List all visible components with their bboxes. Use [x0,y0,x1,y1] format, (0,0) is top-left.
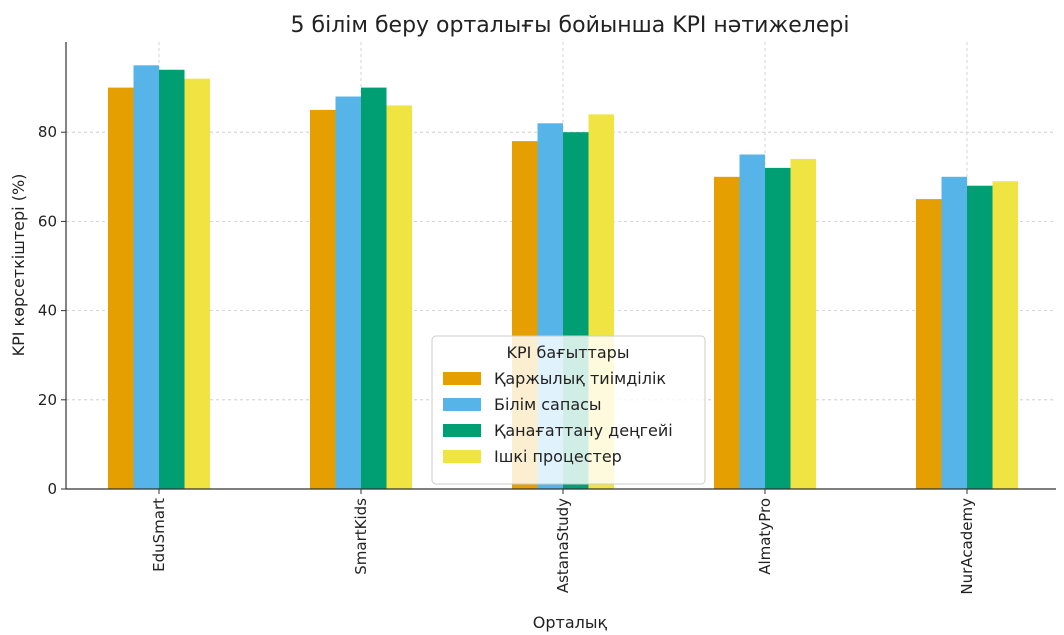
bar [361,87,387,489]
legend-swatch [443,372,481,385]
y-ticks: 0 20 40 60 80 [38,123,66,498]
x-tick-label: NurAcademy [958,498,976,595]
x-tick-label: SmartKids [352,498,370,575]
bar [790,158,816,489]
bar [765,167,791,489]
y-axis-label: KPI көрсеткіштері (%) [9,174,28,357]
x-tick-label: AstanaStudy [554,498,572,593]
bar [916,199,942,489]
bar [335,96,361,490]
bar [184,78,210,490]
x-tick-label: EduSmart [150,498,168,572]
legend-label: Қаржылық тиімділік [494,369,666,388]
legend-swatch [443,424,481,437]
legend-box [431,335,706,485]
x-tick-label: AlmatyPro [756,498,774,575]
y-tick-label: 60 [38,212,57,230]
legend-label: Білім сапасы [494,395,602,414]
chart-title: 5 білім беру орталығы бойынша KPI нәтиже… [291,13,850,38]
bar [739,154,765,489]
legend: KPI бағыттары Қаржылық тиімділік Білім са… [431,335,706,485]
legend-title: KPI бағыттары [507,343,630,362]
bar [992,181,1018,489]
bar [133,65,159,490]
bar [108,87,134,489]
bar [310,109,336,490]
y-tick-label: 40 [38,302,57,320]
bar [967,185,993,489]
legend-label: Қанағаттану деңгейі [494,421,673,440]
bar [941,176,967,490]
bar [159,69,185,489]
x-ticks: EduSmart SmartKids AstanaStudy AlmatyPro Nur… [150,489,976,595]
legend-swatch [443,398,481,411]
bar [386,105,412,489]
y-tick-label: 20 [38,391,57,409]
bar [714,176,740,490]
x-axis-label: Орталық [533,613,608,632]
y-tick-label: 80 [38,123,57,141]
y-tick-label: 0 [47,480,57,498]
legend-label: Ішкі процестер [494,447,622,466]
legend-swatch [443,450,481,463]
axes [65,42,1056,490]
